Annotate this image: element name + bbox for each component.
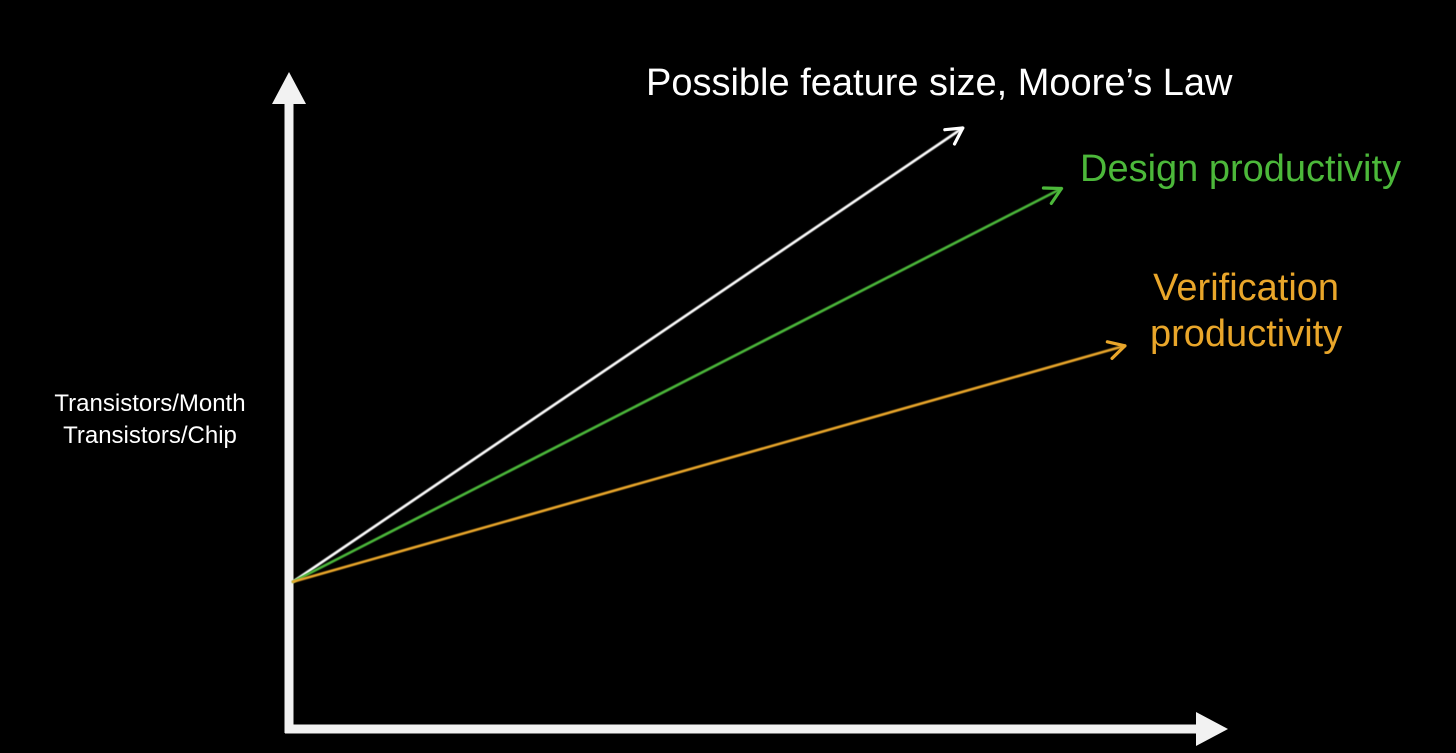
series-label-verification-productivity: Verification productivity [1150, 265, 1342, 357]
y-axis-arrowhead [272, 72, 306, 104]
axes [272, 72, 1228, 746]
series-arrowhead-verification-productivity [1105, 340, 1127, 361]
y-axis-label-line-1: Transistors/Month [54, 390, 246, 417]
y-axis-label-line-2: Transistors/Chip [63, 422, 237, 449]
series-line-design-productivity [291, 187, 1063, 584]
y-axis-label: Transistors/Month Transistors/Chip [30, 388, 270, 452]
series-label-verification-line-2: productivity [1150, 313, 1343, 355]
series-label-verification-line-1: Verification [1153, 267, 1340, 309]
series-label-design-productivity-text: Design productivity [1080, 148, 1402, 190]
series-label-moores-law-text: Possible feature size, Moore’s Law [646, 62, 1233, 104]
series-lines [291, 126, 1127, 584]
series-label-design-productivity: Design productivity [1080, 146, 1401, 192]
x-axis-arrowhead [1196, 712, 1228, 746]
series-label-moores-law: Possible feature size, Moore’s Law [646, 60, 1232, 106]
series-line-verification-productivity [291, 344, 1127, 584]
series-arrowhead-possible-feature-size-moore-s-law [943, 126, 965, 146]
series-arrowhead-design-productivity [1041, 186, 1064, 205]
series-line-possible-feature-size-moore-s-law [291, 126, 965, 584]
